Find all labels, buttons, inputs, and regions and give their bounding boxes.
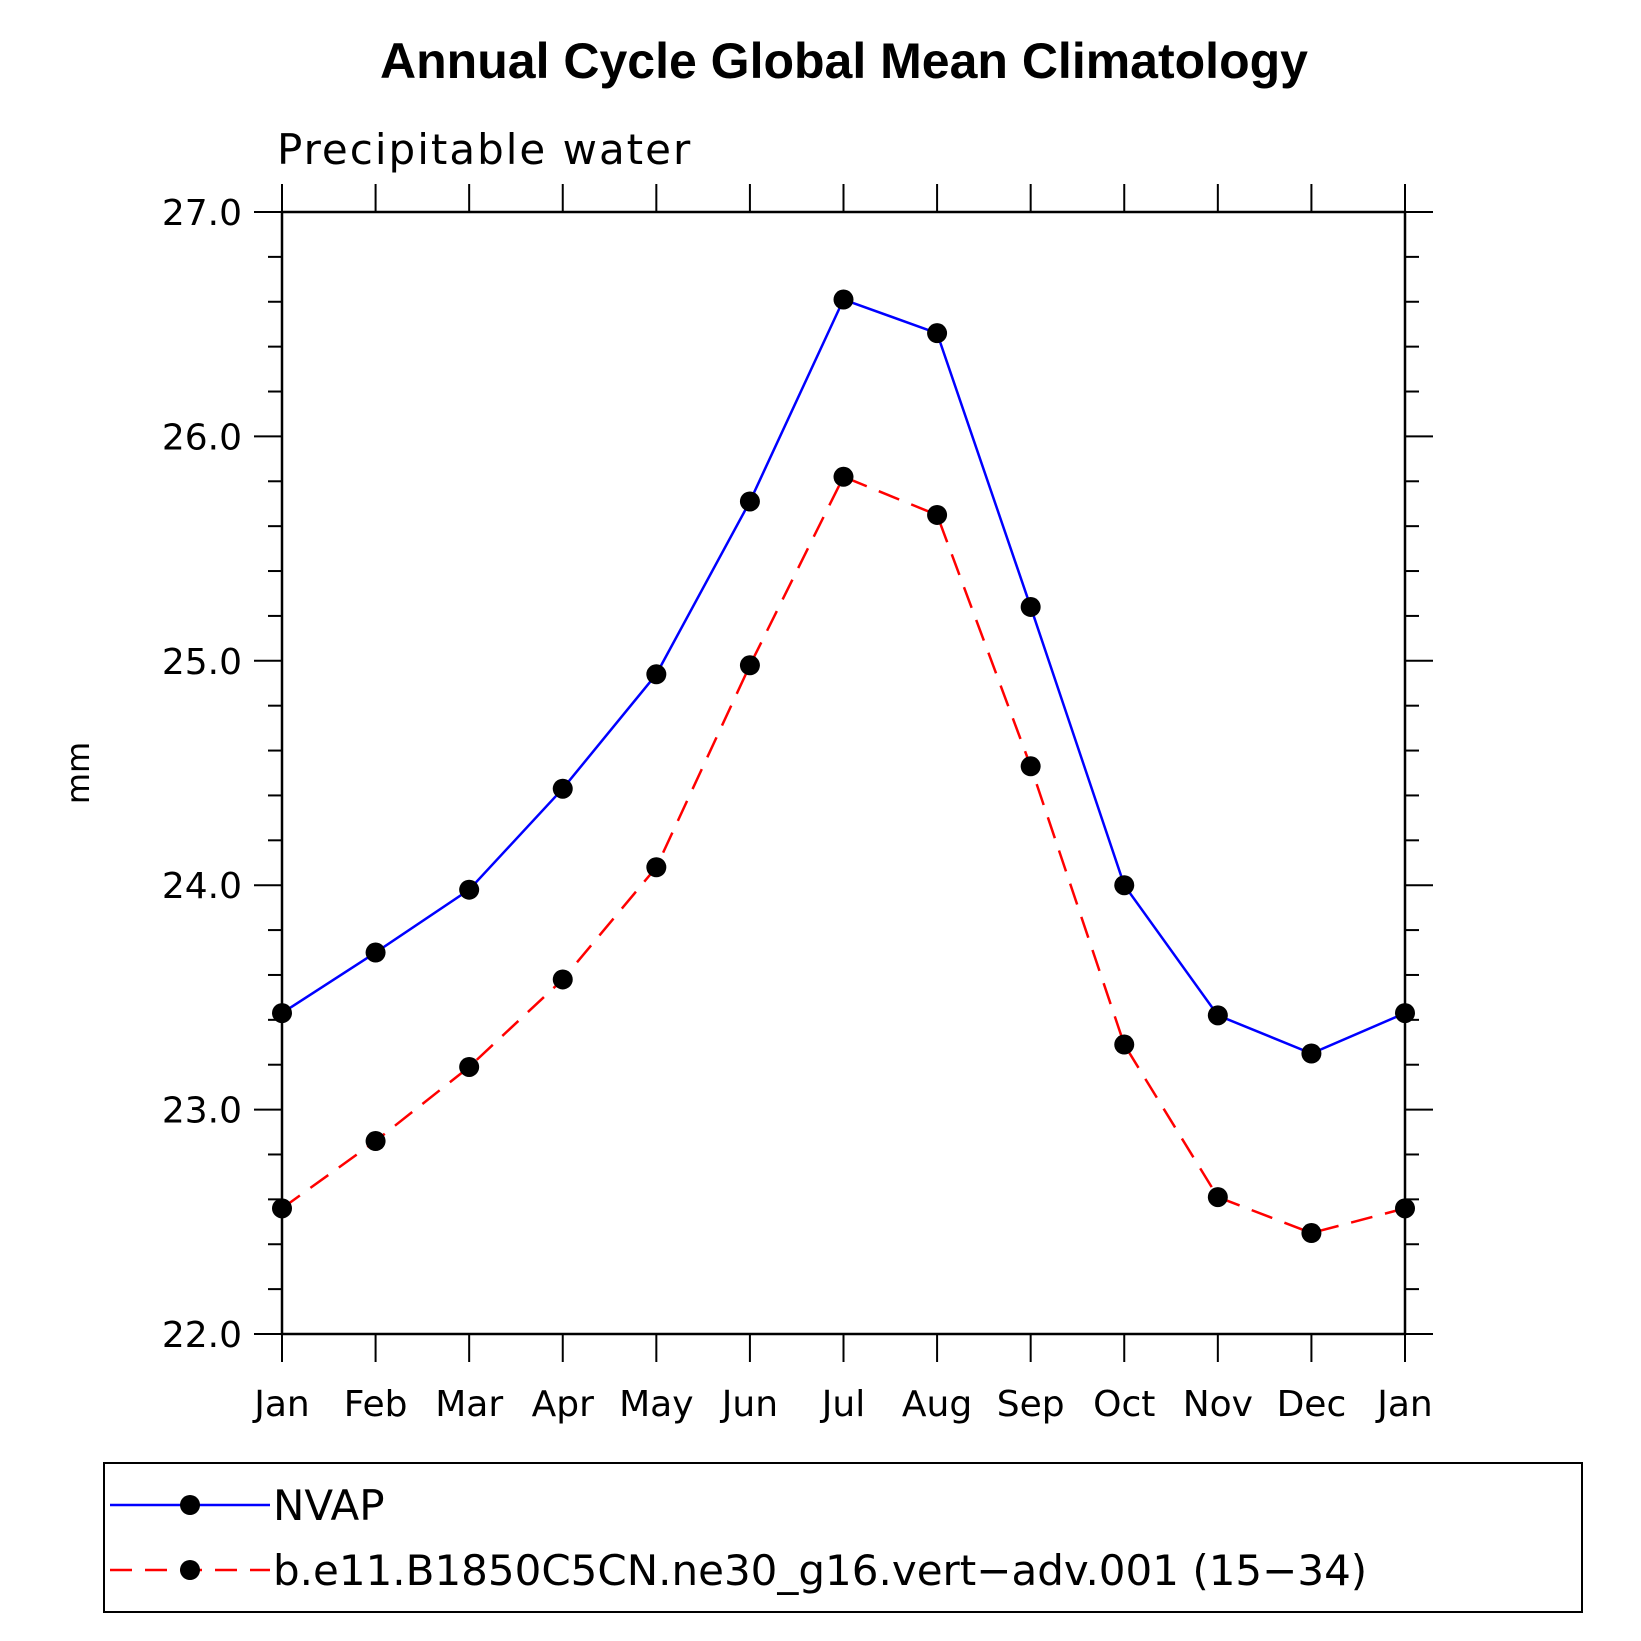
data-point <box>646 857 667 878</box>
data-point <box>739 655 760 676</box>
data-point <box>459 879 480 900</box>
x-tick-label: Mar <box>435 1384 503 1425</box>
data-point <box>365 1131 386 1152</box>
x-tick-label: Dec <box>1277 1384 1347 1425</box>
legend-marker-2 <box>180 1560 200 1580</box>
y-tick-label: 22.0 <box>162 1315 242 1356</box>
data-point <box>1395 1003 1415 1024</box>
data-point <box>272 1198 292 1219</box>
data-point <box>927 323 948 344</box>
legend-label-2: b.e11.B1850C5CN.ne30_g16.vert−adv.001 (1… <box>273 1546 1367 1595</box>
legend-label-1: NVAP <box>273 1481 385 1530</box>
plot-border <box>280 210 1407 1336</box>
data-point <box>1207 1005 1228 1026</box>
x-tick-label: Jun <box>720 1384 778 1425</box>
data-point <box>1020 596 1041 617</box>
x-axis: Jan Feb Mar Apr May Jun Jul Aug Sep Oct Nov Dec Jan <box>252 184 1433 1425</box>
data-point <box>552 969 573 990</box>
y-tick-label: 27.0 <box>162 193 242 234</box>
x-tick-label: Oct <box>1093 1384 1155 1425</box>
data-point <box>833 289 854 310</box>
data-point <box>1114 875 1135 896</box>
series-line-1 <box>281 297 1406 1055</box>
plot-area <box>280 210 1407 1336</box>
x-tick-label: Feb <box>344 1384 408 1425</box>
series-line-2 <box>281 475 1406 1235</box>
x-tick-label: Apr <box>532 1384 594 1425</box>
y-tick-label: 25.0 <box>162 642 242 683</box>
x-tick-label: Sep <box>997 1384 1065 1425</box>
y-tick-label: 24.0 <box>162 866 242 907</box>
y-tick-label: 26.0 <box>162 417 242 458</box>
data-point <box>739 491 760 512</box>
x-tick-label: Jul <box>820 1384 865 1425</box>
y-axis-label: mm <box>59 742 97 804</box>
data-point <box>365 942 386 963</box>
data-point <box>459 1056 480 1077</box>
data-point <box>1301 1043 1322 1064</box>
data-point <box>1395 1198 1415 1219</box>
data-point <box>1207 1187 1228 1208</box>
minor-ticks <box>254 211 1433 1335</box>
legend-marker-1 <box>180 1495 200 1515</box>
data-point <box>272 1003 292 1024</box>
x-tick-label: Nov <box>1183 1384 1253 1425</box>
chart-title: Annual Cycle Global Mean Climatology <box>380 33 1308 89</box>
y-axis: 22.0 23.0 24.0 25.0 26.0 27.0 <box>162 193 242 1356</box>
data-point <box>552 778 573 799</box>
x-tick-label: Jan <box>1375 1384 1433 1425</box>
legend-box <box>103 1462 1583 1613</box>
chart-subtitle: Precipitable water <box>277 125 692 174</box>
data-point <box>927 504 948 525</box>
legend: NVAP b.e11.B1850C5CN.ne30_g16.vert−adv.00… <box>103 1462 1583 1613</box>
data-point <box>1114 1034 1135 1055</box>
data-point <box>1020 756 1041 777</box>
series-layer <box>272 289 1415 1244</box>
data-point <box>833 466 854 487</box>
x-tick-label: Jan <box>252 1384 310 1425</box>
x-tick-label: May <box>619 1384 693 1425</box>
data-point <box>1301 1223 1322 1244</box>
y-tick-label: 23.0 <box>162 1091 242 1132</box>
data-point <box>646 664 667 685</box>
x-tick-label: Aug <box>902 1384 972 1425</box>
